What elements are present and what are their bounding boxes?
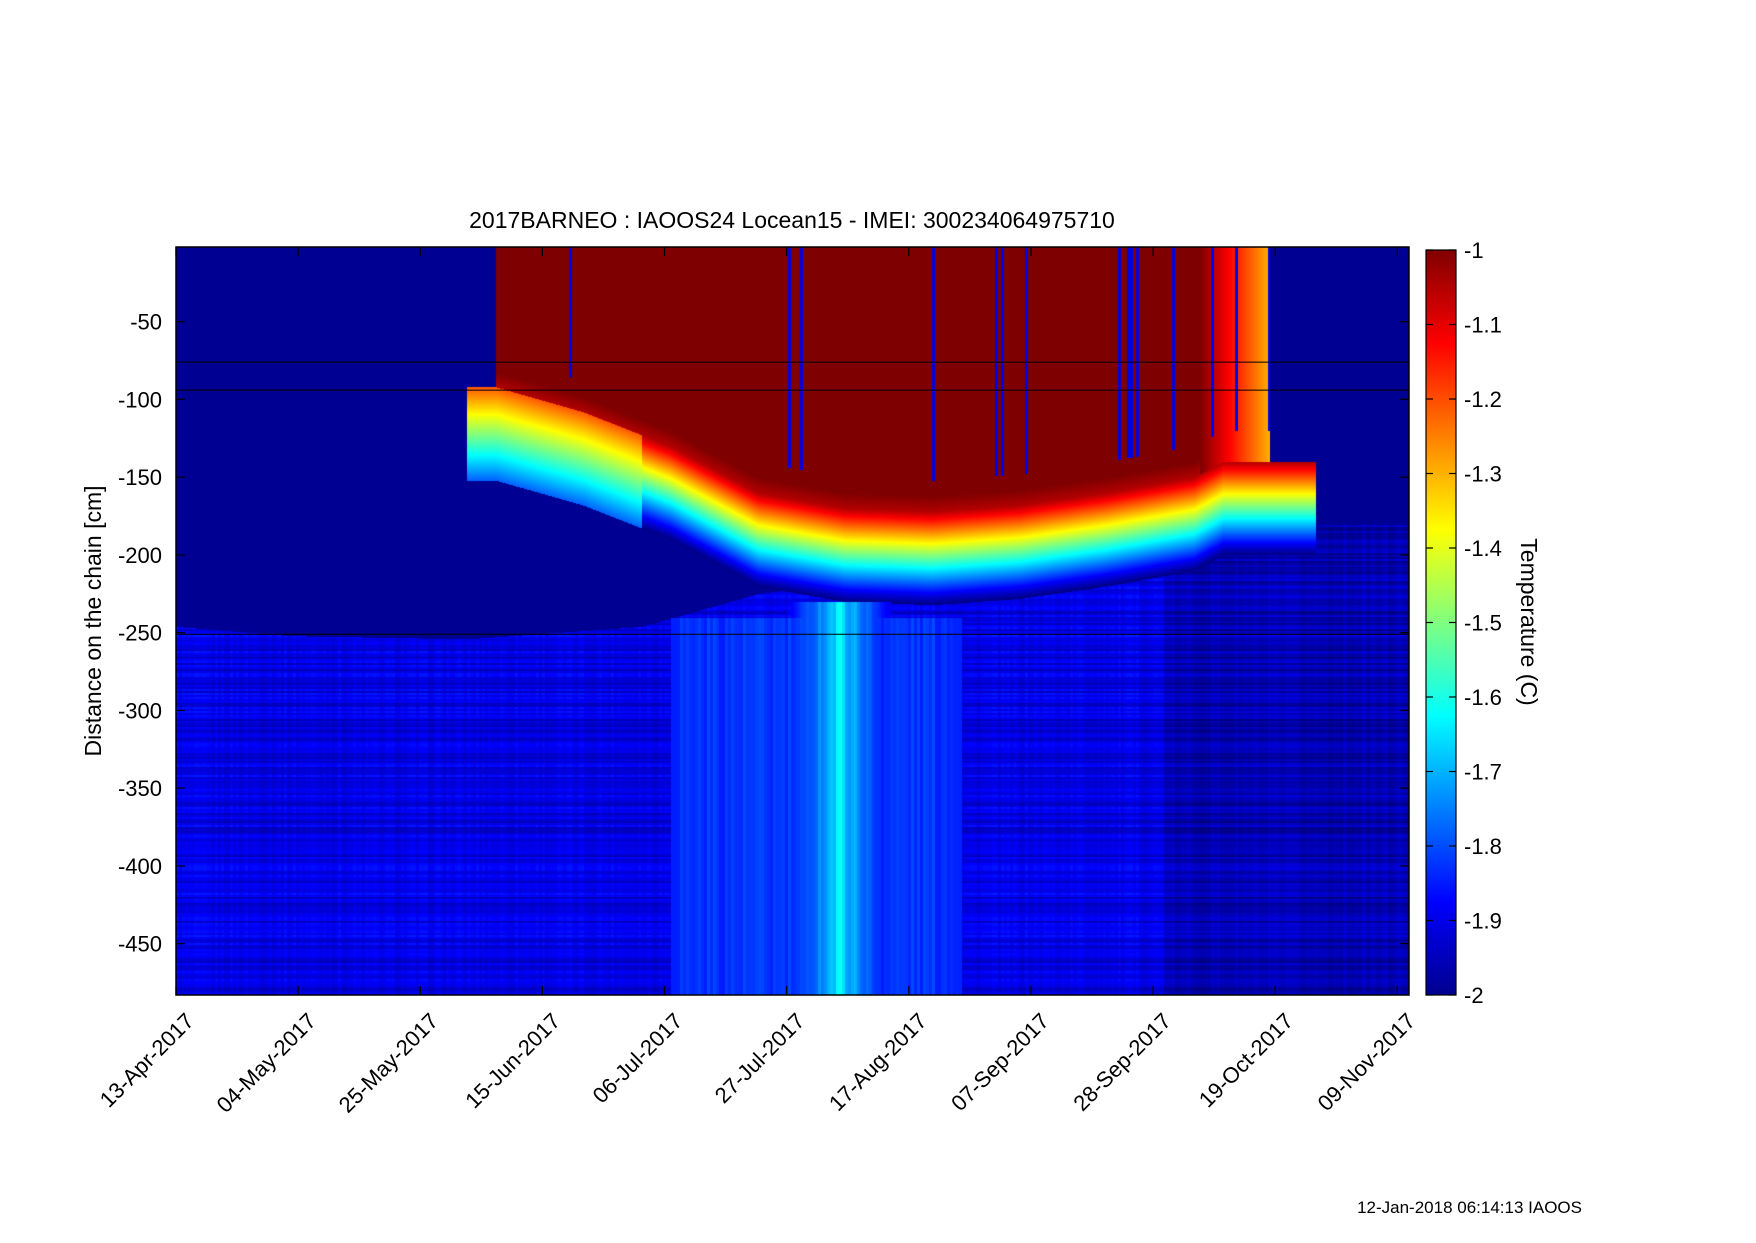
plot-frame (175, 246, 1410, 996)
x-tick-label: 06-Jul-2017 (588, 1008, 688, 1108)
x-tick-label: 25-May-2017 (334, 1008, 443, 1117)
colorbar-tick-label: -1.1 (1464, 313, 1502, 338)
y-tick-label: -150 (118, 465, 162, 490)
x-tick-label: 27-Jul-2017 (710, 1008, 810, 1108)
y-tick-label: -350 (118, 776, 162, 801)
colorbar-tick-label: -1.3 (1464, 462, 1502, 487)
x-tick-label: 28-Sep-2017 (1068, 1008, 1176, 1116)
y-tick-label: -50 (130, 310, 162, 335)
x-tick-label: 07-Sep-2017 (946, 1008, 1054, 1116)
x-tick-label: 13-Apr-2017 (95, 1008, 199, 1112)
heatmap-area (176, 247, 1409, 995)
y-tick-label: -450 (118, 932, 162, 957)
y-tick-label: -200 (118, 543, 162, 568)
x-tick-label: 09-Nov-2017 (1313, 1008, 1421, 1116)
colorbar-tick-label: -1 (1464, 238, 1484, 263)
reference-lines (176, 361, 1409, 635)
y-tick-label: -250 (118, 621, 162, 646)
colorbar-ticks: -1 -1.1 -1.2 -1.3 -1.4 -1.5 -1.6 -1.7 -1.8 -1.9 -2 (1426, 238, 1502, 1008)
x-tick-label: 04-May-2017 (212, 1008, 321, 1117)
y-tick-label: -400 (118, 854, 162, 879)
y-tick-label: -100 (118, 387, 162, 412)
x-tick-label: 17-Aug-2017 (824, 1008, 932, 1116)
colorbar-label: Temperature (C) (1516, 538, 1542, 705)
colorbar-tick-label: -1.7 (1464, 760, 1502, 785)
colorbar-tick-label: -1.2 (1464, 387, 1502, 412)
y-tick-label: -300 (118, 698, 162, 723)
colorbar-tick-label: -1.6 (1464, 685, 1502, 710)
colorbar-tick-label: -2 (1464, 983, 1484, 1008)
chart-title: 2017BARNEO : IAOOS24 Locean15 - IMEI: 30… (469, 207, 1115, 233)
colorbar-tick-label: -1.9 (1464, 909, 1502, 934)
footer-timestamp: 12-Jan-2018 06:14:13 IAOOS (1357, 1198, 1582, 1217)
colorbar-tick-label: -1.5 (1464, 611, 1502, 636)
y-axis-ticks: -50 -100 -150 -200 -250 -300 -350 -400 -450 (118, 310, 1409, 957)
heatmap-canvas (176, 247, 1409, 995)
colorbar-tick-label: -1.4 (1464, 536, 1502, 561)
x-tick-label: 19-Oct-2017 (1194, 1008, 1298, 1112)
x-tick-label: 15-Jun-2017 (460, 1008, 565, 1113)
y-axis-label: Distance on the chain [cm] (80, 485, 106, 756)
colorbar-tick-label: -1.8 (1464, 834, 1502, 859)
